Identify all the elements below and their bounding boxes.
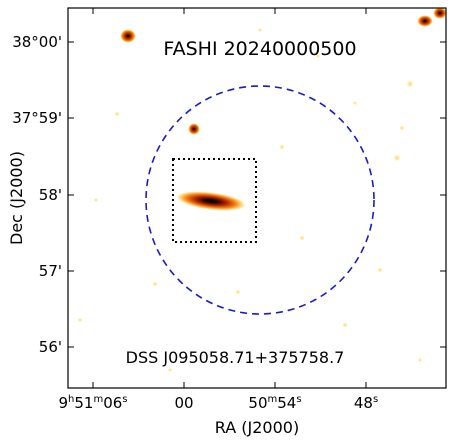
y-tick-label: 56'	[39, 338, 62, 356]
faint-source	[257, 27, 263, 33]
x-tick-label: 9h51m06s	[58, 394, 127, 412]
star-source	[120, 29, 136, 43]
faint-source	[93, 197, 99, 203]
faint-source	[279, 144, 285, 150]
star-source	[417, 15, 433, 27]
y-axis-title: Dec (J2000)	[7, 151, 26, 245]
y-tick-label: 57'	[39, 262, 62, 280]
sky-sources	[77, 8, 446, 373]
faint-source	[315, 53, 321, 59]
star-source	[188, 123, 200, 135]
faint-source	[377, 267, 383, 273]
x-tick-label: 00	[174, 394, 193, 412]
beam-circle	[145, 85, 375, 315]
x-tick-label: 48s	[354, 394, 378, 412]
y-tick-label: 37°59'	[12, 109, 62, 127]
faint-source	[235, 289, 241, 295]
figure-title: FASHI 20240000500	[163, 38, 356, 60]
faint-source	[406, 80, 414, 88]
faint-source	[299, 235, 305, 241]
y-tick-label: 38°00'	[12, 33, 62, 51]
faint-source	[352, 100, 358, 106]
faint-source	[399, 125, 405, 131]
faint-source	[342, 322, 348, 328]
target-galaxy	[175, 191, 247, 211]
y-tick-label: 58'	[39, 186, 62, 204]
y-axis: 38°00' 37°59' 58' 57' 56'	[12, 33, 446, 356]
x-axis: 9h51m06s 00 50m54s 48s	[58, 8, 378, 412]
faint-source	[152, 281, 158, 287]
faint-source	[114, 111, 120, 117]
counterpart-box	[172, 158, 257, 243]
plot-frame	[67, 7, 447, 389]
faint-source	[393, 154, 401, 162]
x-tick-label: 50m54s	[248, 394, 301, 412]
optical-source-caption: DSS J095058.71+375758.7	[126, 348, 345, 367]
faint-source	[417, 357, 423, 363]
faint-source	[167, 367, 173, 373]
faint-source	[77, 317, 83, 323]
x-axis-title: RA (J2000)	[215, 418, 299, 437]
star-source	[433, 8, 446, 19]
